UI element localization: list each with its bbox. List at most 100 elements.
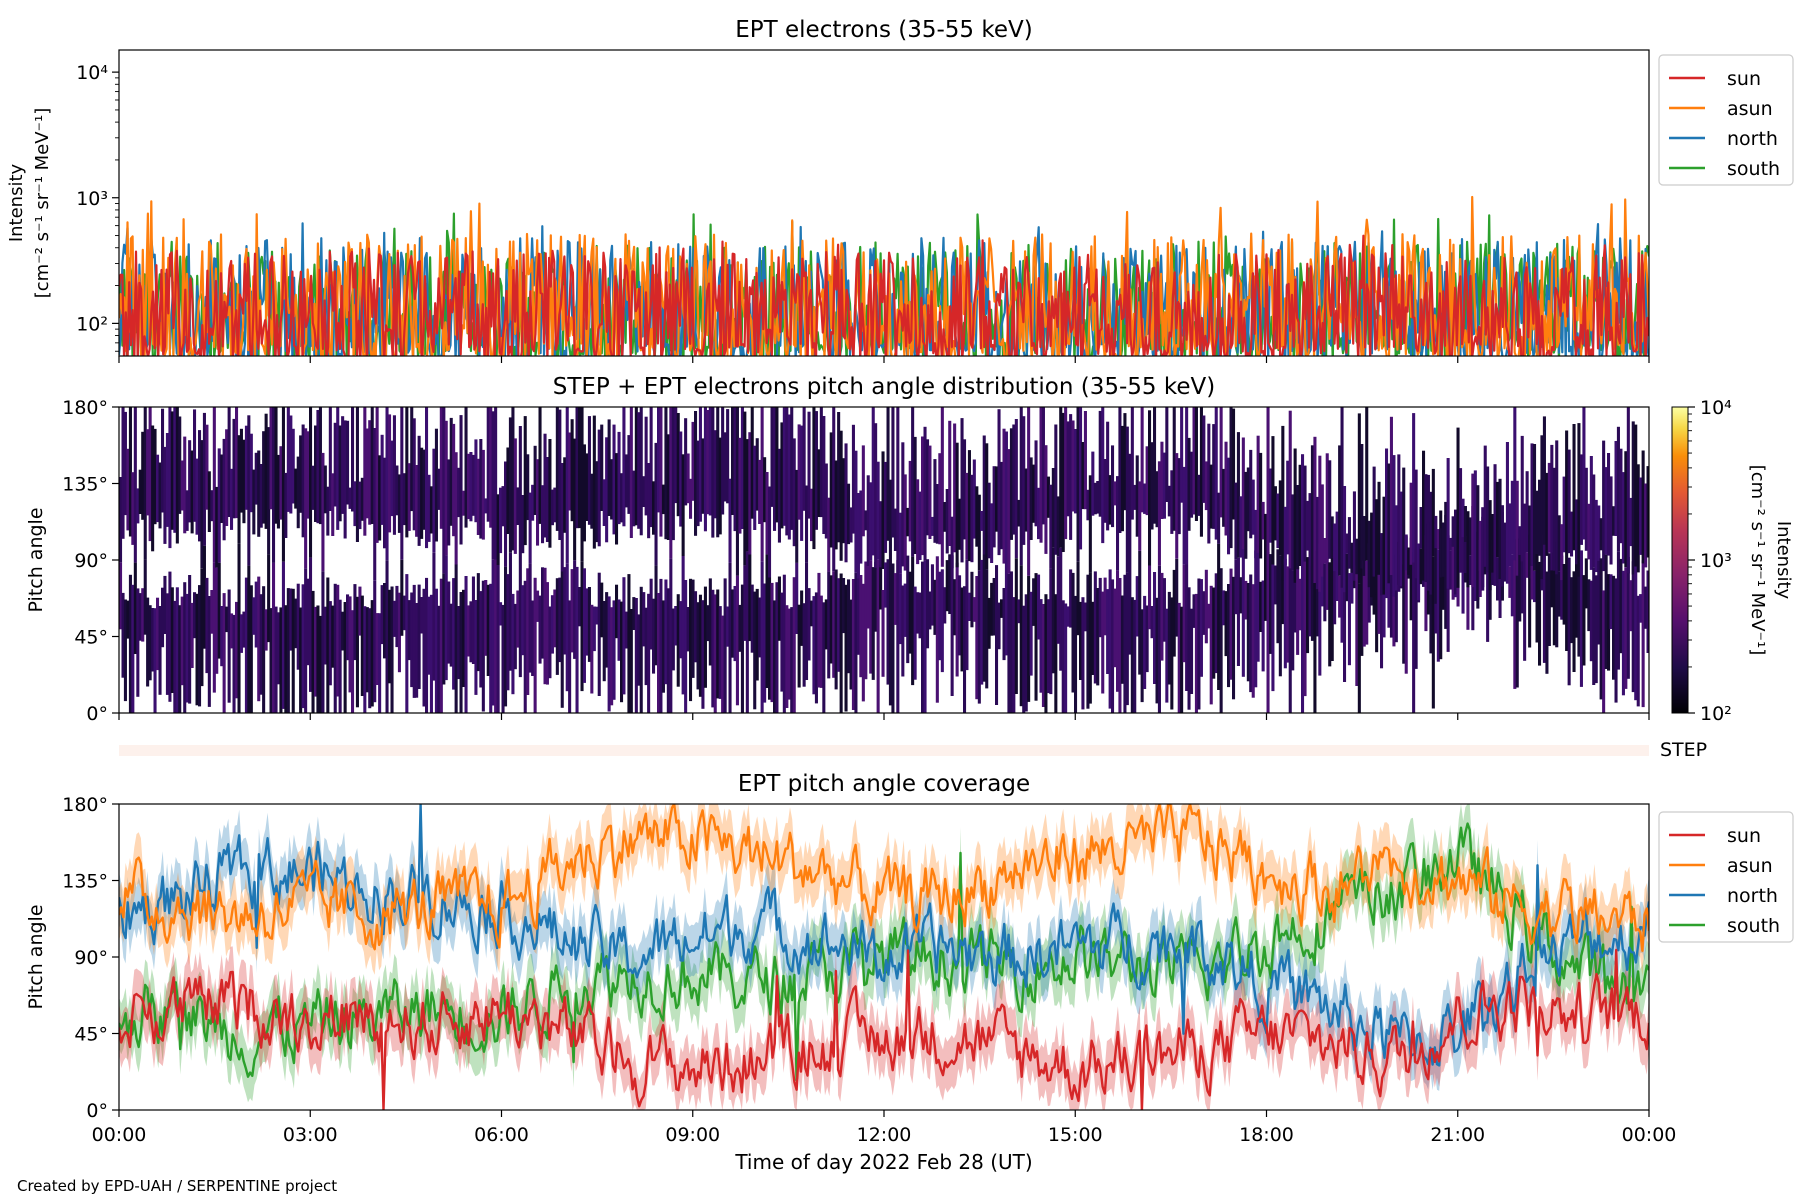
heatmap-cell	[967, 592, 971, 621]
heatmap-cell	[573, 438, 577, 561]
heatmap-cell	[1214, 407, 1218, 540]
heatmap-cell	[832, 571, 836, 678]
heatmap-cell	[565, 407, 569, 564]
heatmap-cell	[797, 604, 801, 688]
heatmap-cell	[802, 603, 806, 687]
heatmap-cell	[842, 458, 846, 544]
heatmap-cell	[817, 449, 821, 517]
heatmap-cell	[1407, 547, 1411, 575]
y-tick-label: 0°	[86, 1100, 108, 1122]
heatmap-cell	[906, 555, 910, 664]
heatmap-cell	[1091, 451, 1095, 516]
heatmap-cell	[632, 470, 636, 527]
x-tick-label: 18:00	[1239, 1124, 1294, 1146]
heatmap-cell	[1182, 466, 1186, 565]
heatmap-cell	[351, 610, 355, 713]
heatmap-cell	[1446, 535, 1450, 652]
heatmap-cell	[587, 416, 591, 525]
heatmap-cell	[1017, 499, 1021, 527]
heatmap-cell	[896, 560, 900, 713]
heatmap-cell	[854, 572, 858, 713]
heatmap-cell	[1412, 413, 1416, 563]
heatmap-cell	[1224, 591, 1228, 657]
heatmap-cell	[703, 586, 707, 688]
heatmap-cell	[666, 588, 670, 713]
heatmap-cell	[417, 435, 421, 546]
heatmap-cell	[950, 555, 954, 696]
heatmap-cell	[526, 454, 530, 521]
heatmap-cell	[422, 588, 426, 707]
heatmap-cell	[1071, 420, 1075, 512]
y-tick-label: 10⁴	[76, 62, 108, 84]
heatmap-cell	[365, 607, 369, 693]
heatmap-cell	[1187, 437, 1191, 531]
heatmap-cell	[170, 411, 174, 530]
heatmap-cell	[452, 423, 456, 537]
heatmap-cell	[1582, 575, 1586, 666]
legend-label-sun: sun	[1727, 68, 1761, 90]
heatmap-cell	[748, 554, 752, 642]
heatmap-cell	[1074, 429, 1078, 514]
heatmap-cell	[1157, 461, 1161, 566]
heatmap-cell	[550, 489, 554, 526]
heatmap-cell	[1419, 548, 1423, 585]
heatmap-cell	[516, 487, 520, 525]
heatmap-cell	[782, 574, 786, 713]
heatmap-cell	[649, 578, 653, 650]
heatmap-cell	[807, 588, 811, 661]
heatmap-cell	[578, 587, 582, 627]
heatmap-cell	[484, 580, 488, 656]
heatmap-cell	[575, 566, 579, 713]
heatmap-cell	[1478, 520, 1482, 597]
heatmap-cell	[1604, 467, 1608, 555]
heatmap-cell	[439, 407, 443, 529]
heatmap-cell	[193, 409, 197, 522]
heatmap-cell	[1081, 442, 1085, 510]
heatmap-cell	[861, 583, 865, 702]
heatmap-cell	[933, 579, 937, 635]
heatmap-cell	[123, 599, 127, 702]
heatmap-cell	[304, 568, 308, 713]
heatmap-cell	[1283, 506, 1287, 565]
heatmap-cell	[467, 605, 471, 657]
heatmap-cell	[950, 516, 954, 569]
heatmap-cell	[1251, 479, 1255, 535]
heatmap-cell	[827, 497, 831, 572]
y-tick-label: 10²	[76, 313, 108, 335]
heatmap-cell	[1508, 566, 1512, 598]
heatmap-cell	[602, 479, 606, 526]
heatmap-cell	[286, 407, 290, 512]
heatmap-cell	[1572, 424, 1576, 551]
heatmap-cell	[1607, 574, 1611, 671]
panel1-y-axis: 10² 10³ 10⁴	[76, 62, 119, 352]
heatmap-cell	[1466, 511, 1470, 588]
heatmap-cell	[252, 469, 256, 535]
heatmap-cell	[1449, 537, 1453, 551]
heatmap-cell	[533, 577, 537, 713]
heatmap-cell	[195, 458, 199, 535]
heatmap-cell	[1246, 467, 1250, 532]
heatmap-cell	[343, 420, 347, 539]
heatmap-cell	[1296, 485, 1300, 570]
heatmap-cell	[1056, 496, 1060, 557]
heatmap-cell	[523, 580, 527, 713]
heatmap-cell	[1113, 481, 1117, 506]
heatmap-cell	[279, 607, 283, 713]
heatmap-cell	[634, 598, 638, 713]
heatmap-cell	[886, 559, 890, 685]
heatmap-cell	[1414, 469, 1418, 579]
heatmap-cell	[1236, 432, 1240, 558]
heatmap-cell	[753, 591, 757, 710]
heatmap-cell	[1325, 453, 1329, 560]
heatmap-cell	[536, 590, 540, 622]
heatmap-cell	[1306, 557, 1310, 654]
panel-intensity: EPT electrons (35-55 keV) 10² 10³ 10⁴ Inte…	[6, 17, 1794, 363]
legend-label-asun: asun	[1727, 98, 1773, 120]
heatmap-cell	[780, 592, 784, 692]
heatmap-cell	[1059, 547, 1063, 671]
heatmap-cell	[689, 578, 693, 702]
heatmap-cell	[370, 600, 374, 707]
heatmap-cell	[1086, 574, 1090, 709]
heatmap-cell	[301, 424, 305, 538]
heatmap-cell	[1644, 483, 1648, 568]
